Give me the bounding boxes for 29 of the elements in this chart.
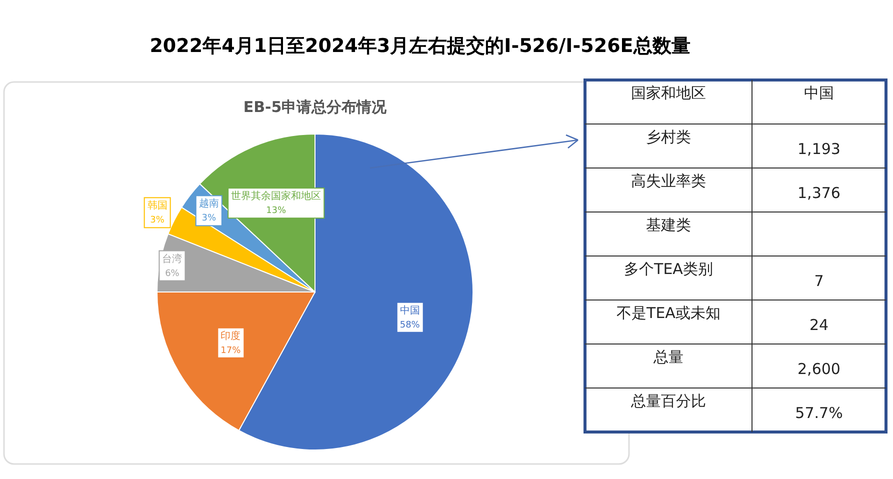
slice-label: 印度 — [220, 330, 241, 342]
category-label: 总量 — [654, 348, 684, 366]
data-label: 3% — [150, 216, 165, 226]
category-label: 多个TEA类别 — [624, 260, 713, 278]
text: 7 — [814, 272, 824, 290]
text: 1,376 — [798, 184, 840, 202]
category-label: 总量百分比 — [631, 392, 706, 410]
slice-label: 中国 — [400, 304, 420, 316]
text: 57.7% — [795, 404, 843, 422]
slice-label: 韩国 — [147, 200, 168, 212]
category-label: 中国 — [804, 84, 834, 102]
text: 2,600 — [798, 360, 840, 378]
data-label: 17% — [220, 346, 242, 356]
chart-subtitle: EB-5申请总分布情况 — [243, 98, 388, 116]
data-label: 58% — [400, 320, 420, 330]
slice-label: 世界其余国家和地区 — [231, 190, 322, 202]
data-label: 13% — [266, 206, 287, 216]
data-label: 3% — [202, 214, 216, 224]
category-label: 基建类 — [646, 216, 691, 234]
slice-label: 台湾 — [162, 252, 182, 265]
chart-title: 2022年4月1日至2024年3月左右提交的I-526/I-526E总数量 — [150, 35, 690, 57]
data-label: 6% — [165, 268, 180, 279]
slice-label: 越南 — [198, 198, 219, 210]
category-label: 国家和地区 — [631, 84, 706, 102]
category-label: 不是TEA或未知 — [616, 304, 720, 322]
text: 24 — [809, 316, 829, 334]
text: 1,193 — [798, 140, 840, 158]
category-label: 乡村类 — [646, 128, 691, 146]
category-label: 高失业率类 — [631, 172, 706, 190]
